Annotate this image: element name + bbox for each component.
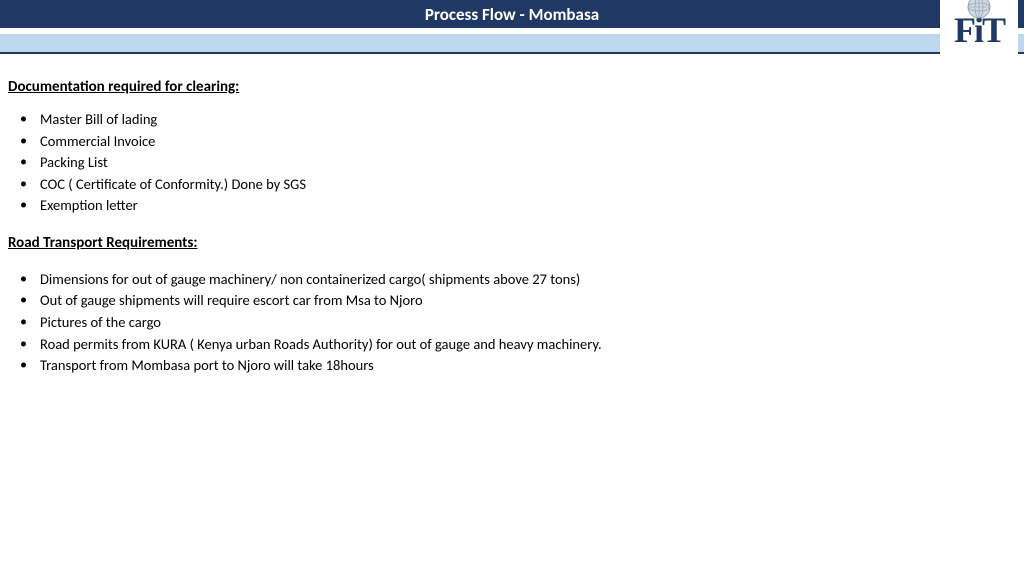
list-item: Pictures of the cargo <box>16 313 1016 333</box>
globe-icon <box>966 0 992 20</box>
section-heading-road-transport: Road Transport Requirements: <box>8 234 1016 252</box>
documentation-list: Master Bill of lading Commercial Invoice… <box>8 110 1016 216</box>
list-item: COC ( Certificate of Conformity.) Done b… <box>16 175 1016 195</box>
logo-text: FiT <box>954 12 1004 48</box>
header-bar: Process Flow - Mombasa <box>0 0 1024 28</box>
list-item: Master Bill of lading <box>16 110 1016 130</box>
list-item: Packing List <box>16 153 1016 173</box>
page-title: Process Flow - Mombasa <box>425 4 599 25</box>
section-heading-documentation: Documentation required for clearing: <box>8 78 1016 96</box>
list-item: Transport from Mombasa port to Njoro wil… <box>16 356 1016 376</box>
list-item: Commercial Invoice <box>16 132 1016 152</box>
sub-header-bar <box>0 34 1024 54</box>
list-item: Road permits from KURA ( Kenya urban Roa… <box>16 335 1016 355</box>
list-item: Dimensions for out of gauge machinery/ n… <box>16 270 1016 290</box>
list-item: Exemption letter <box>16 196 1016 216</box>
road-transport-list: Dimensions for out of gauge machinery/ n… <box>8 270 1016 376</box>
list-item: Out of gauge shipments will require esco… <box>16 291 1016 311</box>
content-area: Documentation required for clearing: Mas… <box>0 54 1024 376</box>
logo: FiT <box>940 0 1018 60</box>
